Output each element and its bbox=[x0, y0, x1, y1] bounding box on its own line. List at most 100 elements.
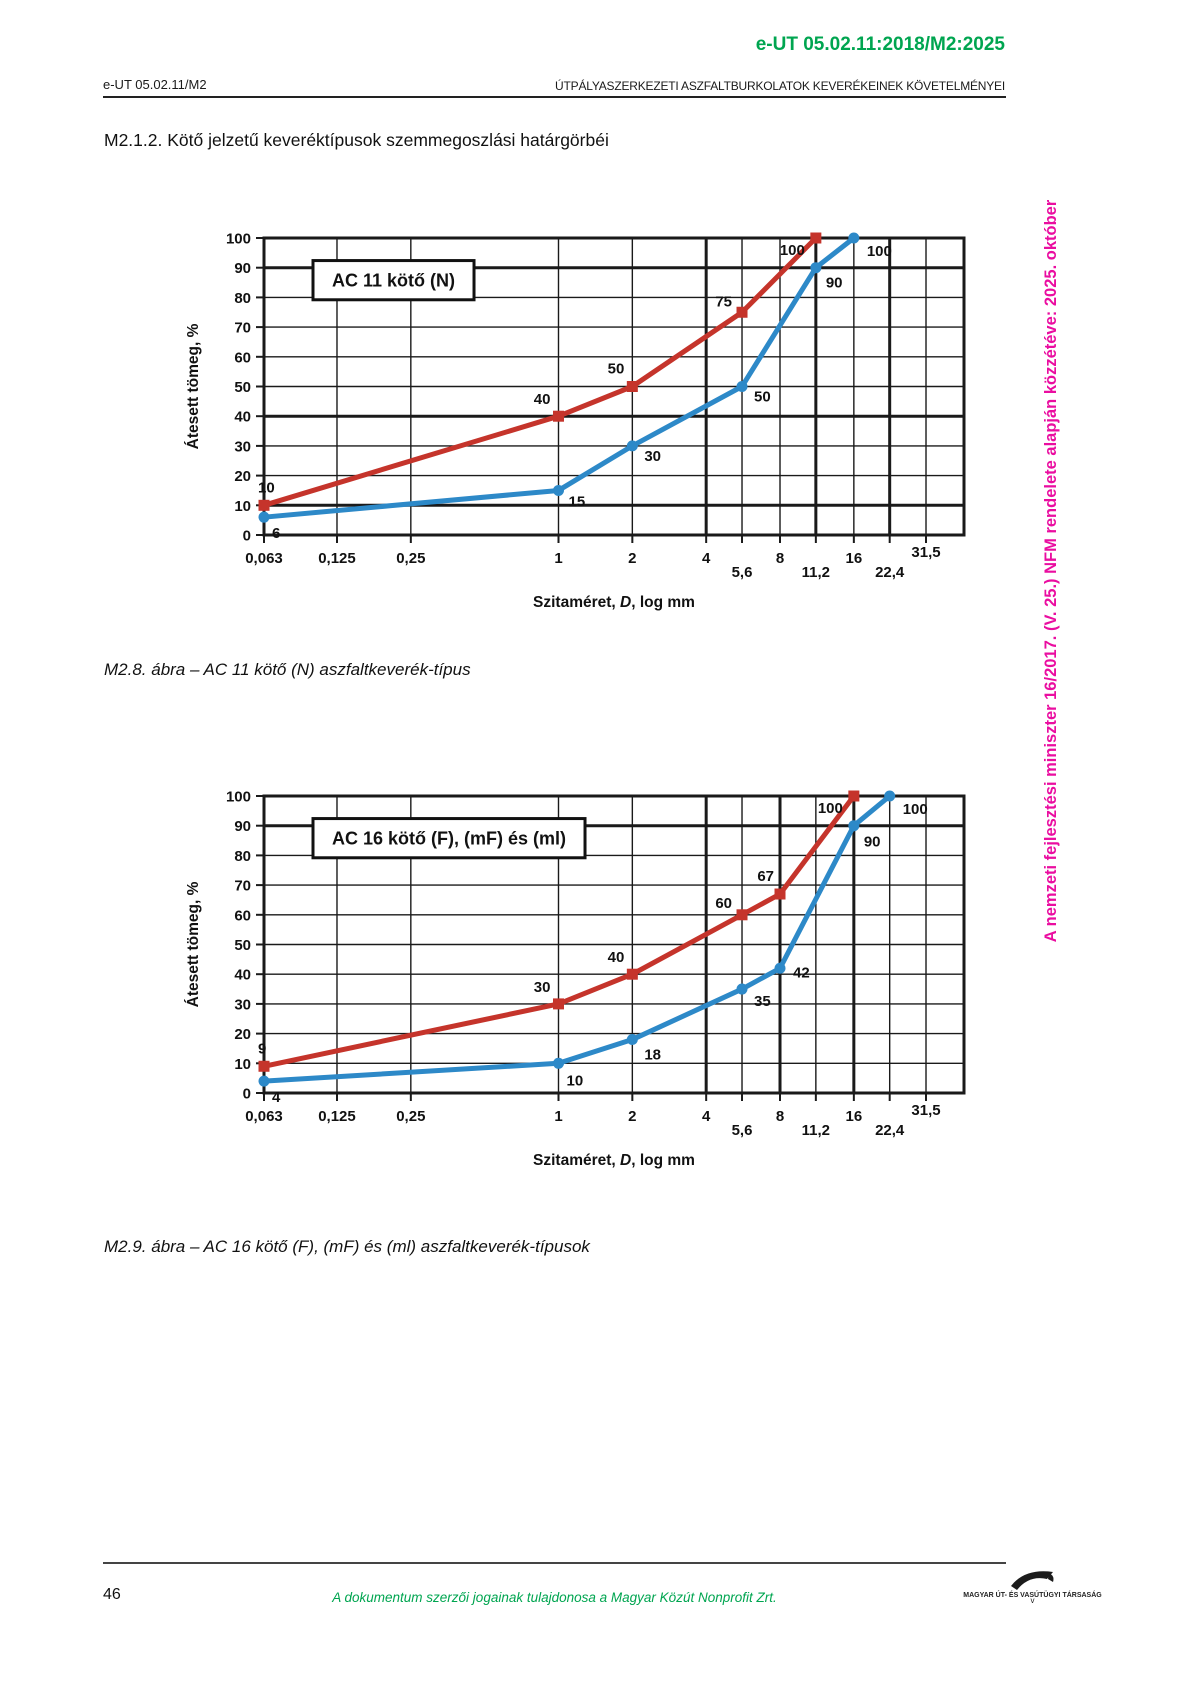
x-axis-tick-label: 0,125 bbox=[318, 1108, 356, 1125]
data-point-label: 9 bbox=[258, 1040, 266, 1057]
data-point-marker bbox=[626, 381, 638, 392]
y-axis-tick-label: 60 bbox=[234, 349, 251, 366]
x-axis-tick-label: 22,4 bbox=[875, 564, 905, 581]
doc-running-title: ÚTPÁLYASZERKEZETI ASZFALTBURKOLATOK KEVE… bbox=[555, 79, 1005, 93]
chart-title-label: AC 11 kötő (N) bbox=[332, 271, 455, 291]
data-point-marker bbox=[848, 820, 860, 832]
y-axis-tick-label: 80 bbox=[234, 290, 251, 307]
data-point-label: 30 bbox=[644, 448, 661, 465]
chart-title-box bbox=[311, 817, 587, 860]
series-line-upper-limit bbox=[261, 793, 857, 1069]
page-number: 46 bbox=[103, 1586, 121, 1603]
side-note-vertical: A nemzeti fejlesztési miniszter 16/2017.… bbox=[1042, 199, 1060, 943]
data-point-label: 6 bbox=[272, 525, 280, 542]
x-axis-tick-label: 0,063 bbox=[245, 1108, 283, 1125]
footer-divider bbox=[103, 1562, 1006, 1564]
y-axis-tick-label: 70 bbox=[234, 878, 251, 895]
chart-title-box bbox=[311, 259, 476, 302]
header-divider bbox=[103, 96, 1006, 98]
data-point-marker bbox=[626, 440, 638, 452]
grading-curve-chart-ac11: 0 10 20 30 40 50 60 70 80 90 100 0,063 0,125 0,25 1 2 4 5… bbox=[185, 231, 966, 611]
data-point-label: 10 bbox=[258, 479, 275, 496]
data-point-marker bbox=[552, 998, 564, 1010]
y-axis-tick-label: 20 bbox=[234, 1026, 251, 1043]
data-point-marker bbox=[848, 232, 860, 244]
data-point-label: 15 bbox=[568, 493, 585, 510]
x-axis-tick-label: 1 bbox=[554, 1108, 562, 1125]
data-point-label: 50 bbox=[608, 361, 625, 378]
y-axis-tick-label: 40 bbox=[234, 409, 251, 426]
series-line-lower-limit bbox=[261, 235, 857, 520]
y-axis-tick-label: 10 bbox=[234, 498, 251, 515]
x-axis-tick-label: 2 bbox=[628, 1108, 636, 1125]
data-point-marker bbox=[848, 790, 860, 802]
data-point-label: 90 bbox=[864, 834, 881, 851]
data-point-label: 30 bbox=[534, 979, 551, 996]
data-point-marker bbox=[552, 1057, 564, 1069]
data-point-marker bbox=[626, 968, 638, 980]
data-point-label: 35 bbox=[754, 993, 771, 1010]
x-axis-tick-label: 31,5 bbox=[911, 1102, 940, 1119]
y-axis-tick-label: 90 bbox=[234, 260, 251, 277]
data-point-label: 42 bbox=[793, 964, 810, 981]
x-axis-tick-label: 2 bbox=[628, 550, 636, 567]
data-point-marker bbox=[774, 888, 786, 900]
x-axis-tick-label: 16 bbox=[846, 550, 863, 567]
data-point-marker bbox=[736, 381, 748, 392]
y-axis-tick-label: 0 bbox=[243, 528, 251, 545]
data-point-marker bbox=[258, 1075, 270, 1087]
data-point-label: 18 bbox=[644, 1047, 661, 1064]
y-axis-tick-label: 100 bbox=[226, 789, 251, 806]
data-point-marker bbox=[810, 262, 822, 274]
doc-code-short: e-UT 05.02.11/M2 bbox=[103, 77, 207, 92]
x-axis-title: Szitaméret, D, log mm bbox=[533, 594, 695, 611]
data-point-marker bbox=[810, 232, 822, 244]
y-axis-tick-label: 30 bbox=[234, 996, 251, 1013]
y-axis-tick-label: 40 bbox=[234, 967, 251, 984]
y-axis-tick-label: 50 bbox=[234, 937, 251, 954]
y-axis-tick-label: 90 bbox=[234, 818, 251, 835]
section-title: M2.1.2. Kötő jelzetű keveréktípusok szem… bbox=[104, 130, 609, 150]
y-axis-title: Átesett tömeg, % bbox=[185, 323, 202, 449]
chart-title-label: AC 16 kötő (F), (mF) és (ml) bbox=[332, 829, 566, 849]
x-axis-tick-label: 31,5 bbox=[911, 544, 940, 561]
x-axis-tick-label: 0,25 bbox=[396, 550, 425, 567]
figure-caption-m2-9: M2.9. ábra – AC 16 kötő (F), (mF) és (ml… bbox=[104, 1237, 590, 1256]
data-point-label: 75 bbox=[715, 293, 732, 310]
y-axis-tick-label: 30 bbox=[234, 438, 251, 455]
x-axis-tick-label: 4 bbox=[702, 550, 711, 567]
x-axis-tick-label: 8 bbox=[776, 1108, 784, 1125]
data-point-marker bbox=[552, 410, 564, 422]
y-axis-tick-label: 100 bbox=[226, 231, 251, 248]
x-axis-title: Szitaméret, D, log mm bbox=[533, 1152, 695, 1169]
data-point-marker bbox=[258, 499, 270, 511]
y-axis-tick-label: 60 bbox=[234, 907, 251, 924]
copyright-notice: A dokumentum szerzői jogainak tulajdonos… bbox=[332, 1590, 777, 1605]
x-axis-tick-label: 11,2 bbox=[802, 564, 830, 581]
data-point-label: 60 bbox=[715, 895, 732, 912]
data-point-marker bbox=[774, 962, 786, 974]
y-axis-tick-label: 10 bbox=[234, 1056, 251, 1073]
data-point-label: 90 bbox=[826, 275, 843, 292]
data-point-marker bbox=[884, 790, 896, 802]
data-point-label: 67 bbox=[757, 868, 774, 885]
data-point-marker bbox=[736, 306, 748, 318]
data-point-label: 40 bbox=[534, 391, 551, 408]
figure-caption-m2-8: M2.8. ábra – AC 11 kötő (N) aszfaltkever… bbox=[104, 660, 471, 679]
y-axis-tick-label: 50 bbox=[234, 379, 251, 396]
grading-curve-chart-ac16: 0 10 20 30 40 50 60 70 80 90 100 0,063 0,125 0,25 1 2 4 5… bbox=[185, 789, 966, 1169]
data-point-marker bbox=[258, 1060, 270, 1072]
data-point-label: 40 bbox=[608, 949, 625, 966]
org-logo: MAGYAR ÚT- ÉS VASÚTÜGYI TÁRSASÁG v bbox=[955, 1566, 1110, 1605]
y-axis-tick-label: 20 bbox=[234, 468, 251, 485]
x-axis-tick-label: 0,25 bbox=[396, 1108, 425, 1125]
x-axis-tick-label: 4 bbox=[702, 1108, 711, 1125]
x-axis-tick-label: 0,063 bbox=[245, 550, 283, 567]
y-axis-tick-label: 0 bbox=[243, 1086, 251, 1103]
data-point-label: 100 bbox=[867, 243, 892, 260]
x-axis-tick-label: 8 bbox=[776, 550, 784, 567]
data-point-marker bbox=[736, 909, 748, 921]
x-axis-tick-label: 5,6 bbox=[732, 1122, 753, 1139]
data-point-label: 100 bbox=[818, 800, 843, 817]
